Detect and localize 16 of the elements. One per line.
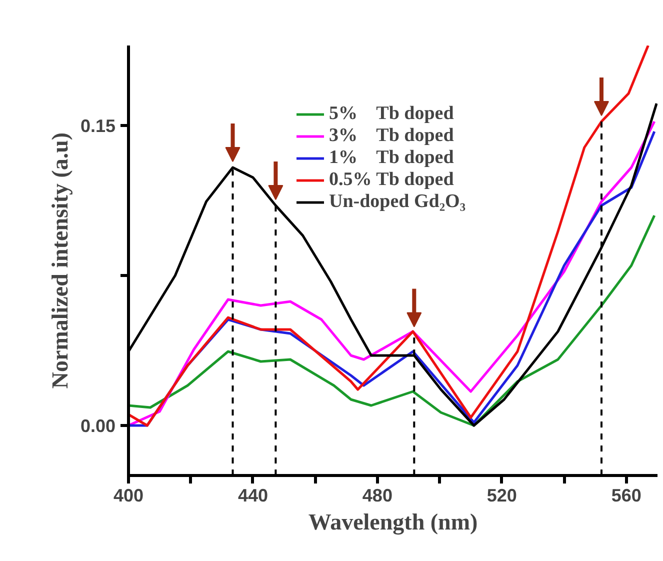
x-tick-label: 480 — [362, 486, 392, 506]
x-tick-label: 400 — [113, 486, 144, 506]
legend-label: 0.5% Tb doped — [329, 169, 454, 191]
y-tick-label: 0.15 — [80, 116, 116, 136]
line-series — [128, 214, 656, 427]
y-axis-title: Normalized intensity (a.u) — [47, 132, 72, 389]
legend-label: 1% Tb doped — [329, 147, 454, 169]
x-tick-label: 560 — [611, 486, 642, 506]
x-tick-label: 520 — [486, 486, 517, 506]
x-axis-title: Wavelength (nm) — [308, 510, 478, 536]
legend-label: 3% Tb doped — [329, 125, 454, 147]
legend-label: Un-doped Gd₂O₃ — [329, 191, 466, 213]
y-tick-label: 0.00 — [80, 416, 116, 436]
legend-label: 5% Tb doped — [329, 103, 454, 125]
x-tick-label: 440 — [238, 486, 268, 506]
line-series — [128, 46, 650, 427]
